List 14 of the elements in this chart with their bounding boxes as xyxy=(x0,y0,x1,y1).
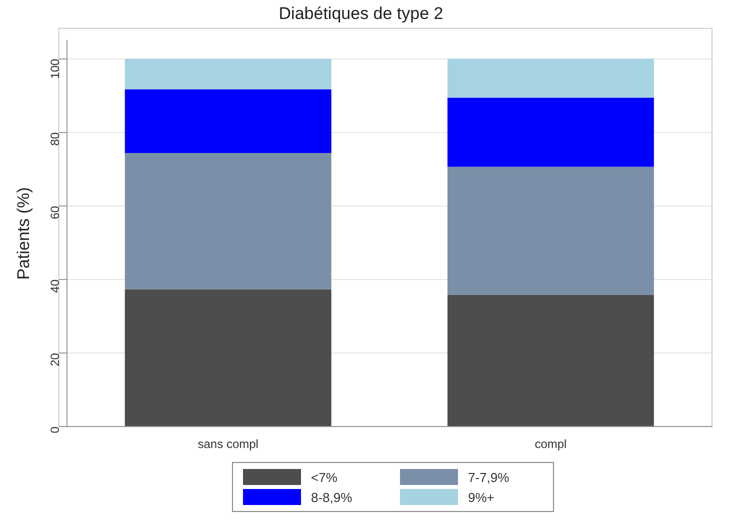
y-axis-title: Patients (%) xyxy=(14,187,33,280)
legend-label: 7-7,9% xyxy=(468,470,510,484)
y-tick-label: 40 xyxy=(48,279,62,293)
y-tick-label: 20 xyxy=(48,352,62,366)
y-tick-label: 100 xyxy=(48,58,62,79)
legend-label: <7% xyxy=(311,470,338,484)
chart-title: Diabétiques de type 2 xyxy=(278,4,444,23)
x-tick-label: sans compl xyxy=(198,437,258,452)
x-tick-label: compl xyxy=(534,437,567,452)
y-tick-label: 0 xyxy=(48,426,62,434)
y-tick-label: 80 xyxy=(48,132,62,146)
legend-label: 9%+ xyxy=(468,490,494,504)
y-tick-label: 60 xyxy=(48,206,62,220)
legend-label: 8-8,9% xyxy=(311,490,352,504)
